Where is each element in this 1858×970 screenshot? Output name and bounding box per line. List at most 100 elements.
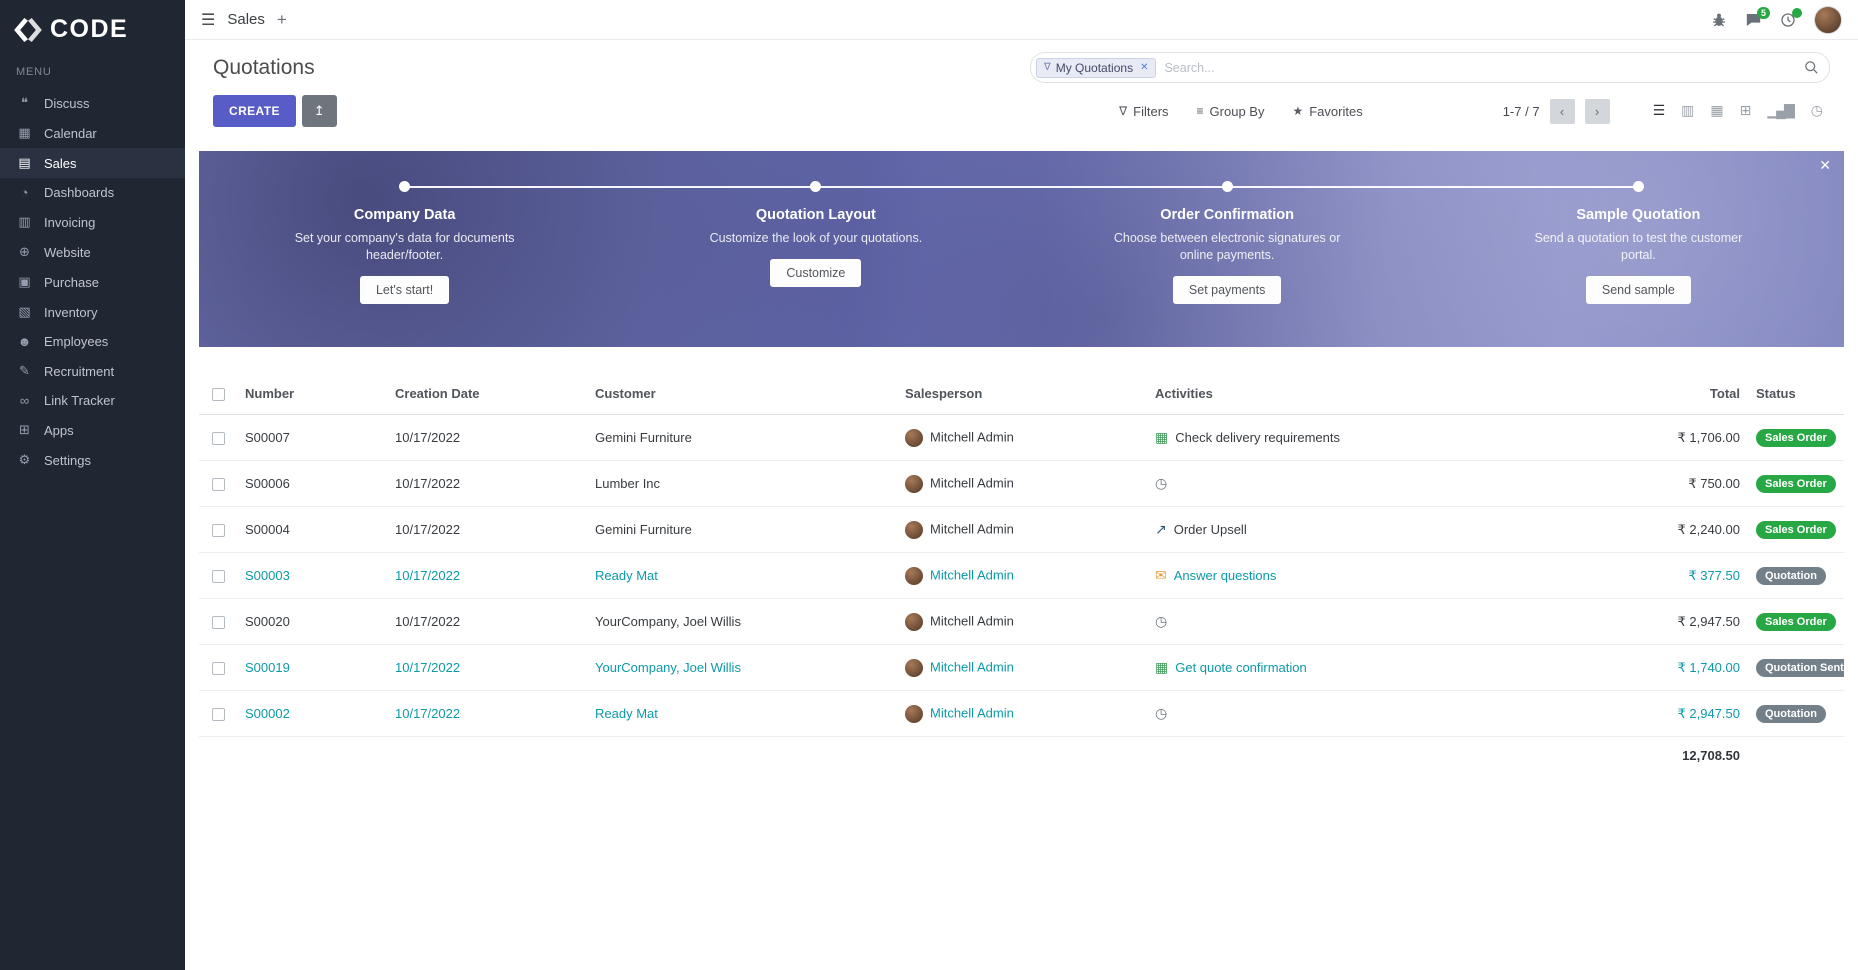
remove-filter-icon[interactable]: ✕ xyxy=(1140,62,1149,73)
column-header-salesperson[interactable]: Salesperson xyxy=(897,373,1147,416)
column-header-customer[interactable]: Customer xyxy=(587,373,897,416)
search-filter-tag[interactable]: ∇ My Quotations ✕ xyxy=(1036,57,1157,78)
sidebar-item-recruitment[interactable]: ✎ Recruitment xyxy=(0,356,185,386)
sidebar-item-invoicing[interactable]: ▥ Invoicing xyxy=(0,207,185,237)
sidebar-item-link-tracker[interactable]: ∞ Link Tracker xyxy=(0,386,185,415)
graph-view-button[interactable]: ▁▄▇ xyxy=(1758,98,1801,124)
row-checkbox[interactable] xyxy=(211,478,225,492)
select-all-checkbox[interactable] xyxy=(211,388,225,402)
sidebar-item-discuss[interactable]: ❝ Discuss xyxy=(0,88,185,118)
salesperson-avatar xyxy=(905,520,923,539)
quotation-number: S00003 xyxy=(237,552,387,600)
table-row[interactable]: S00006 10/17/2022 Lumber Inc Mitchell Admin… xyxy=(199,460,1844,508)
hamburger-icon[interactable]: ☰ xyxy=(201,11,216,29)
sidebar-item-purchase[interactable]: ▣ Purchase xyxy=(0,267,185,297)
quotation-number: S00007 xyxy=(237,414,387,462)
table-row[interactable]: S00003 10/17/2022 Ready Mat Mitchell Admin ✉… xyxy=(199,552,1844,600)
sidebar-item-label: Discuss xyxy=(44,95,90,111)
sidebar-item-settings[interactable]: ⚙ Settings xyxy=(0,445,185,475)
purchase-icon: ▣ xyxy=(18,274,31,289)
set-payments-button[interactable]: Set payments xyxy=(1172,275,1282,304)
salesperson-cell: Mitchell Admin xyxy=(897,598,1147,646)
activity-cell[interactable]: ↗ Order Upsell xyxy=(1147,506,1617,554)
quotations-table: Number Creation Date Customer Salesperson Ac… xyxy=(199,373,1844,775)
favorites-button[interactable]: ★ Favorites xyxy=(1292,104,1362,119)
activity-cell[interactable]: ◷ xyxy=(1147,460,1617,508)
search-icon[interactable] xyxy=(1804,60,1819,75)
column-header-total[interactable]: Total xyxy=(1617,373,1748,416)
creation-date: 10/17/2022 xyxy=(387,690,587,738)
activities-icon[interactable] xyxy=(1780,7,1802,28)
sidebar-item-label: Dashboards xyxy=(44,185,115,200)
sidebar-item-employees[interactable]: ☻ Employees xyxy=(0,327,185,356)
column-header-creation-date[interactable]: Creation Date xyxy=(387,373,587,416)
row-checkbox[interactable] xyxy=(211,432,225,446)
salesperson-avatar xyxy=(905,704,923,723)
sidebar-item-inventory[interactable]: ▧ Inventory xyxy=(0,297,185,327)
let-s-start-button[interactable]: Let's start! xyxy=(359,275,450,304)
sidebar-item-sales[interactable]: ▤ Sales xyxy=(0,148,185,178)
pivot-view-button[interactable]: ⊞ xyxy=(1731,98,1759,124)
activity-cell[interactable]: ◷ xyxy=(1147,598,1617,646)
column-header-number[interactable]: Number xyxy=(237,373,387,416)
sidebar-menu: ❝ Discuss ▦ Calendar ▤ Sales ◔ Dashboards ▥ Invoi… xyxy=(0,88,185,475)
app-title[interactable]: Sales xyxy=(227,11,265,28)
list-view-button[interactable]: ☰ xyxy=(1644,98,1673,124)
export-button[interactable]: ↥ xyxy=(301,95,337,127)
user-avatar[interactable] xyxy=(1814,5,1842,34)
activity-cell[interactable]: ▦ Get quote confirmation xyxy=(1147,644,1617,692)
column-header-status[interactable]: Status xyxy=(1748,373,1844,416)
control-panel: Quotations ∇ My Quotations ✕ xyxy=(185,40,1858,129)
pager-next-button[interactable]: › xyxy=(1584,98,1610,124)
customer-name: Gemini Furniture xyxy=(587,506,897,554)
group-by-button[interactable]: ≡ Group By xyxy=(1197,104,1265,119)
row-checkbox[interactable] xyxy=(211,708,225,722)
debug-icon[interactable] xyxy=(1711,12,1727,28)
kanban-view-button[interactable]: ▥ xyxy=(1672,98,1701,124)
sidebar-item-website[interactable]: ⊕ Website xyxy=(0,237,185,267)
sidebar-item-label: Sales xyxy=(44,155,77,171)
table-row[interactable]: S00004 10/17/2022 Gemini Furniture Mitchell… xyxy=(199,506,1844,554)
favorites-label: Favorites xyxy=(1309,103,1363,119)
quotation-number: S00006 xyxy=(237,460,387,508)
column-header-activities[interactable]: Activities xyxy=(1147,373,1617,416)
row-checkbox[interactable] xyxy=(211,616,225,630)
search-bar[interactable]: ∇ My Quotations ✕ xyxy=(1030,52,1830,83)
status-badge: Sales Order xyxy=(1756,474,1836,493)
table-row[interactable]: S00020 10/17/2022 YourCompany, Joel Willis… xyxy=(199,598,1844,646)
pager-range: 1-7 / 7 xyxy=(1502,103,1540,119)
activity-cell[interactable]: ▦ Check delivery requirements xyxy=(1147,414,1617,462)
filters-button[interactable]: ∇ Filters xyxy=(1119,104,1168,119)
spreadsheet-icon: ▦ xyxy=(1155,429,1169,446)
create-button[interactable]: CREATE xyxy=(213,95,296,127)
activity-cell[interactable]: ◷ xyxy=(1147,690,1617,738)
row-checkbox[interactable] xyxy=(211,524,225,538)
star-icon: ★ xyxy=(1292,104,1304,118)
clock-icon: ◷ xyxy=(1155,475,1168,492)
activity-cell[interactable]: ✉ Answer questions xyxy=(1147,552,1617,600)
table-row[interactable]: S00007 10/17/2022 Gemini Furniture Mitchell… xyxy=(199,414,1844,462)
sidebar-item-calendar[interactable]: ▦ Calendar xyxy=(0,118,185,148)
table-header-row: Number Creation Date Customer Salesperson Ac… xyxy=(199,373,1844,416)
step-dot xyxy=(810,181,822,192)
send-sample-button[interactable]: Send sample xyxy=(1585,275,1691,304)
order-total: ₹ 1,740.00 xyxy=(1617,644,1748,692)
sidebar-item-label: Calendar xyxy=(44,125,97,141)
search-input[interactable] xyxy=(1164,60,1804,75)
row-checkbox[interactable] xyxy=(211,662,225,676)
row-checkbox[interactable] xyxy=(211,570,225,584)
banner-close-icon[interactable]: ✕ xyxy=(1819,157,1831,173)
sidebar-item-apps[interactable]: ⊞ Apps xyxy=(0,415,185,445)
messages-icon[interactable]: 5 xyxy=(1745,6,1770,28)
sidebar-item-dashboards[interactable]: ◔ Dashboards xyxy=(0,178,185,207)
calendar-view-button[interactable]: ▦ xyxy=(1701,98,1730,124)
table-row[interactable]: S00002 10/17/2022 Ready Mat Mitchell Admin ◷… xyxy=(199,690,1844,738)
customize-button[interactable]: Customize xyxy=(770,258,862,287)
salesperson-name: Mitchell Admin xyxy=(930,475,1014,490)
pager-previous-button[interactable]: ‹ xyxy=(1549,98,1575,124)
table-row[interactable]: S00019 10/17/2022 YourCompany, Joel Willis… xyxy=(199,644,1844,692)
add-tab-icon[interactable]: + xyxy=(276,9,287,29)
activity-view-button[interactable]: ◷ xyxy=(1802,98,1830,124)
status-badge: Quotation xyxy=(1756,566,1826,585)
footer-total: 12,708.50 xyxy=(1682,748,1740,764)
